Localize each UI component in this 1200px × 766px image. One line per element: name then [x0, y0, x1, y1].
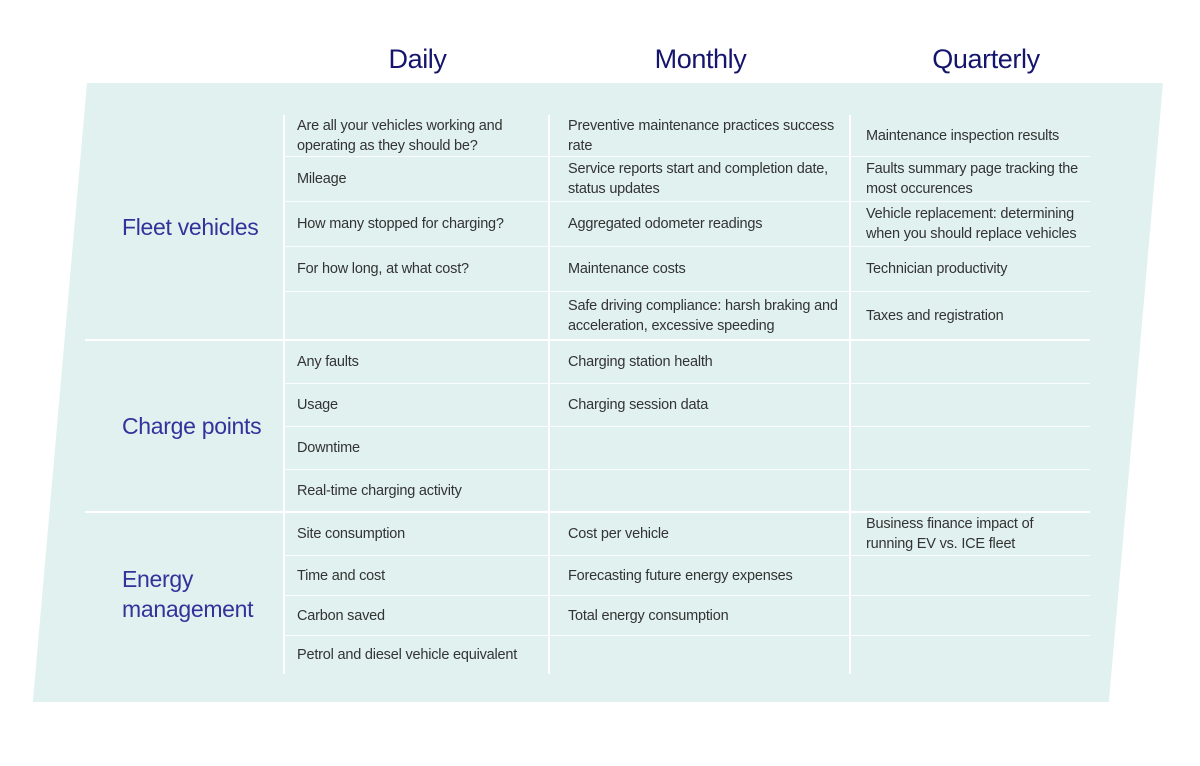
table-cell-quarterly: Technician productivity — [851, 247, 1090, 292]
section-fleet-vehicles: Fleet vehicles Are all your vehicles work… — [85, 115, 1090, 339]
table-cell-quarterly: Taxes and registration — [866, 307, 1004, 324]
table-cell-monthly: Charging station health — [550, 341, 851, 384]
section-label: Fleet vehicles — [85, 115, 285, 339]
table-cell-daily: Petrol and diesel vehicle equivalent — [285, 636, 550, 674]
table-cell-monthly: Forecasting future energy expenses — [550, 556, 851, 596]
table-cell-daily: Are all your vehicles working and operat… — [285, 115, 550, 157]
table-cell-quarterly — [851, 341, 1090, 384]
table-cell-monthly: Service reports start and completion dat… — [550, 157, 851, 202]
table-cell-daily: Real-time charging activity — [285, 470, 550, 511]
table-cell-monthly: Cost per vehicle — [550, 513, 851, 556]
table-cell-monthly: Safe driving compliance: harsh braking a… — [550, 292, 851, 339]
table-cell-quarterly — [851, 427, 1090, 470]
table-cell-monthly: Maintenance costs — [550, 247, 851, 292]
column-header-quarterly: Quarterly — [932, 44, 1040, 74]
table-cell-quarterly — [851, 636, 1090, 674]
table-cell-monthly — [550, 470, 851, 511]
table-cell-daily: Site consumption — [285, 513, 550, 556]
section-label: Charge points — [85, 341, 285, 511]
section-charge-points: Charge points Any faults Charging station … — [85, 339, 1090, 511]
column-header-daily: Daily — [388, 44, 447, 74]
table-cell-daily: Carbon saved — [285, 596, 550, 636]
table-cell-monthly: Charging session data — [550, 384, 851, 427]
table-cell-monthly: Aggregated odometer readings — [550, 202, 851, 247]
column-header-monthly: Monthly — [654, 44, 747, 74]
table-cell-quarterly — [851, 596, 1090, 636]
table-cell-daily: Time and cost — [285, 556, 550, 596]
table-cell-quarterly — [851, 556, 1090, 596]
table-cell-quarterly — [851, 384, 1090, 427]
table-cell-monthly — [550, 427, 851, 470]
table-cell-quarterly: Faults summary page tracking the most oc… — [851, 157, 1090, 202]
table-cell-quarterly — [851, 470, 1090, 511]
table-cell-quarterly: Vehicle replacement: determining when yo… — [851, 202, 1090, 247]
table-cell-daily — [285, 292, 550, 339]
table-cell-daily: How many stopped for charging? — [285, 202, 550, 247]
table-cell-quarterly: Business finance impact of running EV vs… — [851, 513, 1090, 556]
table-cell-quarterly: Maintenance inspection results — [851, 115, 1090, 157]
table-cell-daily: Any faults — [285, 341, 550, 384]
table-cell-monthly: Preventive maintenance practices success… — [550, 115, 851, 157]
schedule-table: Fleet vehicles Are all your vehicles work… — [85, 115, 1090, 674]
table-cell-daily: Downtime — [285, 427, 550, 470]
table-cell-daily: For how long, at what cost? — [285, 247, 550, 292]
section-label: Energy management — [85, 513, 285, 674]
section-energy-management: Energy management Site consumption Cost pe… — [85, 511, 1090, 674]
table-cell-monthly: Total energy consumption — [550, 596, 851, 636]
table-cell-daily: Usage — [285, 384, 550, 427]
table-cell-monthly — [550, 636, 851, 674]
table-cell-daily: Mileage — [285, 157, 550, 202]
